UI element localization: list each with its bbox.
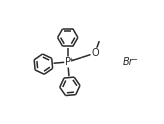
Text: O: O [91, 48, 99, 58]
Text: +: + [68, 57, 73, 62]
Text: −: − [132, 57, 137, 62]
Text: P: P [65, 57, 71, 67]
Text: Br: Br [122, 57, 133, 67]
